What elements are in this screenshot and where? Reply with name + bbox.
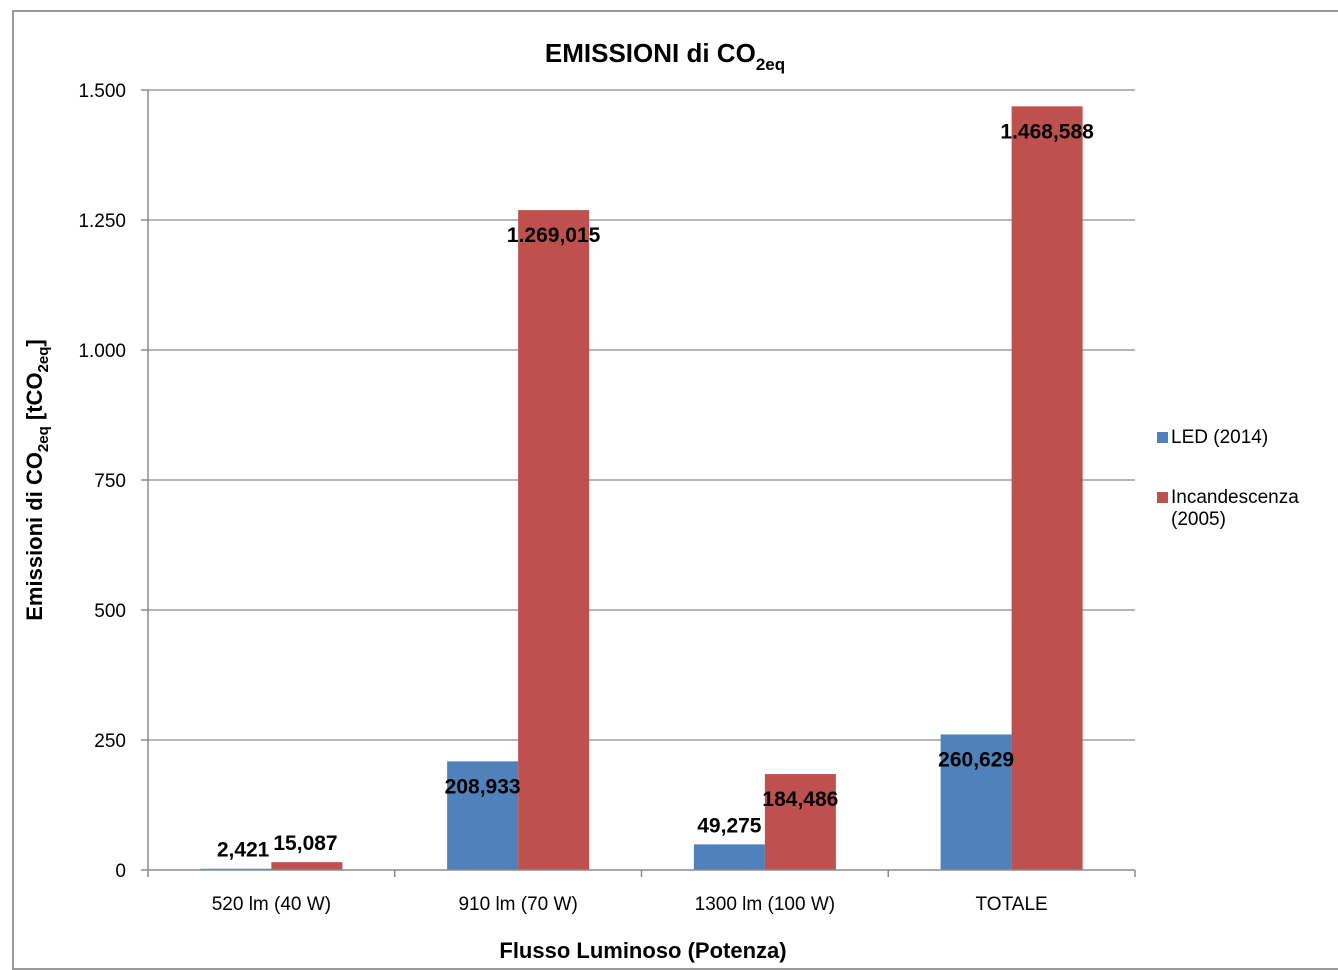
legend-label-incandescenza-year: (2005): [1171, 509, 1226, 530]
bar-incandescenza: [1011, 106, 1083, 871]
x-tick-label: 910 lm (70 W): [458, 894, 577, 915]
bar-incandescenza: [764, 774, 836, 870]
x-tick-label: TOTALE: [976, 894, 1048, 915]
data-label: 208,933: [445, 775, 521, 798]
x-tick-label: 1300 lm (100 W): [695, 894, 835, 915]
x-tick-label: 520 lm (40 W): [212, 894, 331, 915]
bar-incandescenza: [518, 210, 590, 871]
bar-led: [447, 761, 519, 870]
chart-frame: [12, 10, 1338, 970]
x-axis-title: Flusso Luminoso (Potenza): [499, 938, 786, 963]
legend-swatch-led: [1157, 432, 1168, 443]
legend-swatch-incandescenza: [1157, 492, 1168, 503]
y-tick-label: 0: [115, 861, 126, 882]
y-tick-label: 1.500: [78, 81, 126, 102]
bar-incandescenza: [271, 862, 343, 870]
data-labels: 2,421 15,087 208,933 1.269,015 49,275184,486…: [217, 120, 1094, 861]
data-label: 1.468,588: [1000, 120, 1094, 143]
y-axis-title: Emissioni di CO2eq [tCO2eq]: [22, 339, 52, 621]
data-label: 15,087: [273, 832, 337, 855]
y-tick-label: 1.000: [78, 341, 126, 362]
axes: 0 250 500 750 1.000 1.250 1.500 520 lm (40 W) 91…: [78, 81, 1136, 915]
legend-label-incandescenza: Incandescenza: [1171, 487, 1299, 508]
y-tick-label: 500: [94, 601, 126, 622]
legend: LED (2014) Incandescenza (2005): [1157, 427, 1299, 530]
bar-led: [940, 734, 1012, 870]
chart-title: EMISSIONI di CO2eq: [545, 38, 785, 74]
bars: [200, 106, 1083, 871]
data-label: 260,629: [938, 748, 1014, 771]
y-tick-label: 1.250: [78, 211, 126, 232]
data-label: 184,486: [762, 788, 838, 811]
y-tick-label: 750: [94, 471, 126, 492]
bar-led: [693, 844, 765, 870]
data-label: 2,421: [217, 839, 270, 862]
legend-label-led: LED (2014): [1171, 427, 1268, 448]
data-label: 1.269,015: [507, 224, 601, 247]
gridlines: [148, 89, 1135, 741]
data-label: 49,275: [697, 814, 762, 837]
y-tick-label: 250: [94, 731, 126, 752]
